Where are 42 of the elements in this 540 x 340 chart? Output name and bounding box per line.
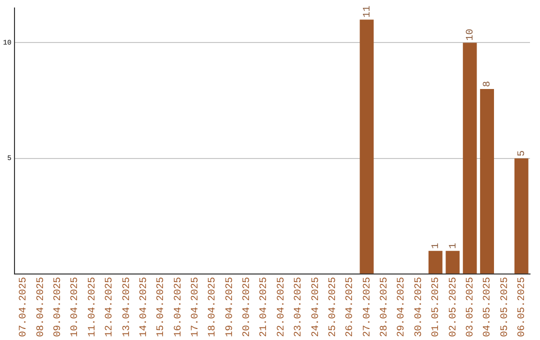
bar	[428, 250, 442, 274]
x-tick-label: 29.04.2025	[396, 276, 408, 338]
x-tick-label: 24.04.2025	[310, 276, 322, 338]
x-tick-label: 17.04.2025	[190, 276, 202, 338]
x-tick-label: 02.05.2025	[448, 276, 460, 338]
x-tick-label: 16.04.2025	[173, 276, 184, 338]
bar	[514, 158, 528, 274]
bar	[462, 42, 477, 274]
x-tick-label: 12.04.2025	[104, 276, 116, 338]
x-tick-label: 30.04.2025	[414, 276, 425, 338]
x-tick-label: 18.04.2025	[208, 276, 219, 338]
data-label: 8	[482, 80, 494, 87]
data-label: 5	[517, 150, 528, 156]
x-tick-label: 22.04.2025	[276, 276, 288, 338]
x-tick-label: 05.05.2025	[500, 276, 511, 338]
bar	[446, 250, 460, 274]
data-label: 11	[362, 6, 374, 18]
x-tick-label: 01.05.2025	[431, 276, 442, 338]
x-tick-label: 19.04.2025	[224, 276, 236, 338]
x-tick-label: 04.05.2025	[482, 276, 494, 338]
x-tick-label: 06.05.2025	[517, 276, 528, 338]
x-tick-label: 21.04.2025	[259, 276, 270, 338]
x-tick-label: 03.05.2025	[465, 276, 476, 338]
x-tick-label: 28.04.2025	[380, 276, 391, 338]
x-tick-label: 09.04.2025	[53, 276, 64, 338]
bar	[480, 88, 494, 274]
x-tick-label: 23.04.2025	[294, 276, 305, 338]
x-tick-label: 07.04.2025	[18, 276, 30, 338]
x-tick-label: 10.04.2025	[70, 276, 82, 338]
x-tick-label: 20.04.2025	[242, 276, 254, 338]
x-tick-label: 27.04.2025	[362, 276, 374, 338]
x-tick-label: 14.04.2025	[138, 276, 150, 338]
data-label: 1	[431, 242, 442, 249]
x-tick-label: 26.04.2025	[345, 276, 356, 338]
bar	[360, 20, 374, 274]
x-tick-label: 08.04.2025	[36, 276, 47, 338]
data-label: 10	[465, 28, 476, 41]
x-tick-label: 25.04.2025	[328, 276, 339, 338]
x-tick-label: 11.04.2025	[87, 276, 98, 338]
data-label: 1	[448, 242, 460, 249]
x-tick-label: 15.04.2025	[156, 276, 168, 338]
x-tick-label: 13.04.2025	[122, 276, 133, 338]
